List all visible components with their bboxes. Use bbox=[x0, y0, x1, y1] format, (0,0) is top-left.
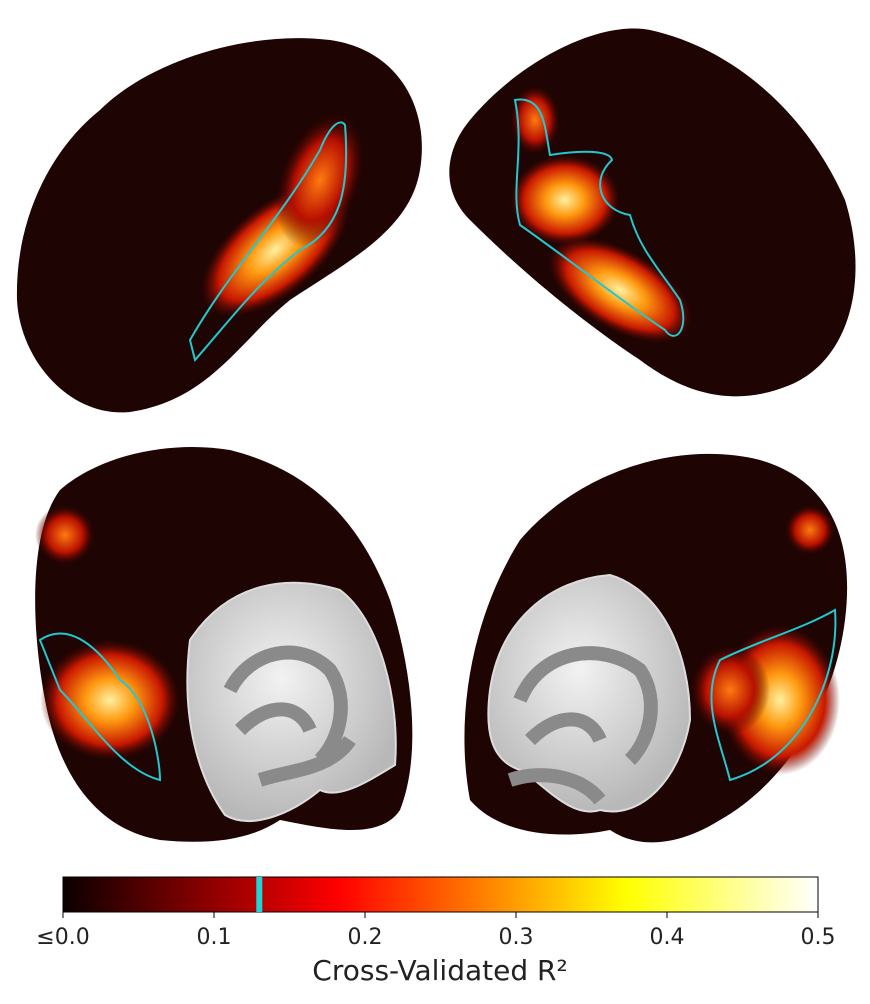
tick-label: 0.2 bbox=[348, 925, 383, 950]
brain-bottom-left bbox=[35, 446, 413, 842]
tick-label: ≤0.0 bbox=[36, 925, 89, 950]
threshold-marker bbox=[256, 877, 263, 912]
tick-label: 0.3 bbox=[499, 925, 534, 950]
tick-label: 0.4 bbox=[650, 925, 685, 950]
tick-label: 0.5 bbox=[801, 925, 836, 950]
colorbar-label: Cross-Validated R² bbox=[312, 954, 567, 987]
brain-bottom-right bbox=[464, 453, 848, 843]
tick-label: 0.1 bbox=[197, 925, 232, 950]
colorbar-gradient bbox=[62, 876, 819, 913]
brain-top-right bbox=[449, 28, 856, 397]
brain-top-left bbox=[16, 38, 422, 413]
colorbar: ≤0.0 0.1 0.2 0.3 0.4 0.5 bbox=[36, 876, 836, 950]
